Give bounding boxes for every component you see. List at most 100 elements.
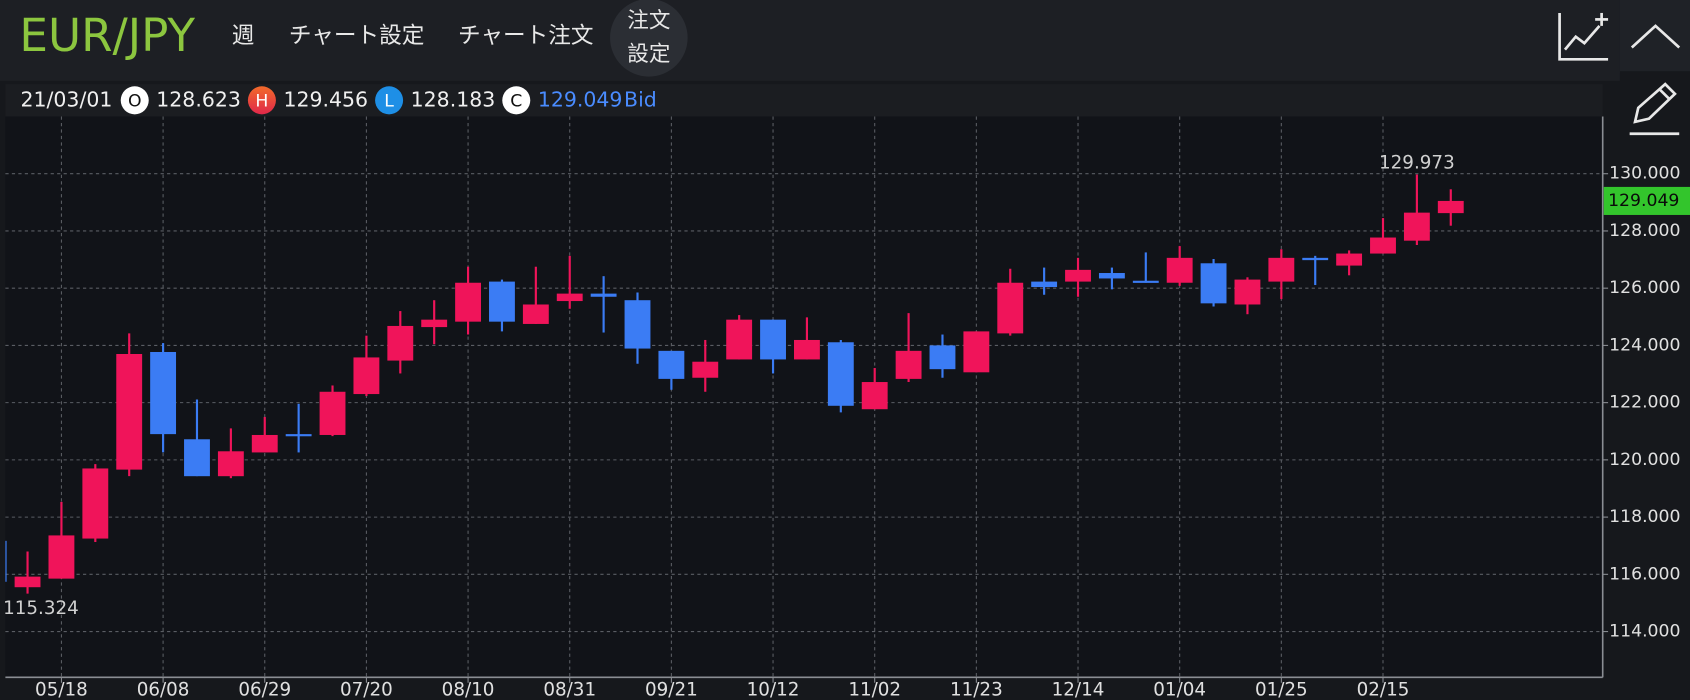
candle-body [963, 331, 990, 373]
price-side: Bid [624, 87, 657, 111]
chart-settings-button[interactable]: チャート設定 [289, 23, 424, 49]
candle-body [455, 282, 482, 322]
candle-body [489, 281, 515, 322]
y-tick-label: 118.000 [1609, 507, 1680, 527]
y-tick-label: 130.000 [1609, 164, 1680, 184]
ohlc-badge [247, 86, 276, 115]
candle-body [5, 540, 7, 582]
ohlc-value: 128.183 [411, 87, 496, 111]
candle-body [895, 350, 922, 379]
symbol[interactable]: EUR/JPY [19, 9, 195, 62]
candle-body [827, 342, 854, 406]
info-date: 21/03/01 [20, 87, 112, 111]
y-tick-label: 128.000 [1609, 221, 1680, 241]
indicator-icon[interactable] [1558, 12, 1609, 61]
candle-body [929, 345, 956, 370]
ohlc-value: 128.623 [156, 87, 241, 111]
ohlc-letter: O [128, 91, 142, 111]
candle-body [1437, 200, 1464, 214]
ohlc-value: 129.456 [283, 87, 368, 111]
y-tick-label: 124.000 [1609, 335, 1680, 355]
candle-body [150, 351, 177, 435]
ohlc-badge [502, 86, 531, 115]
candle-body [726, 319, 753, 360]
candle-body [421, 319, 448, 328]
chart-order-button[interactable]: チャート注文 [458, 23, 593, 49]
chevron-up-icon [1630, 24, 1681, 49]
ohlc-info: 21/03/01 O 128.623 H 129.456 L 128.183 C 129.049… [20, 86, 657, 115]
x-tick-label: 10/12 [747, 679, 800, 700]
x-tick-label: 09/21 [645, 679, 698, 700]
order-settings-line: 注文 [627, 9, 670, 34]
info-bar [5, 84, 1603, 117]
draw-button[interactable] [1619, 73, 1690, 143]
axes: 114.000 116.000 118.000 120.000 122.000 124.0… [3, 153, 1690, 700]
x-tick-label: 01/25 [1255, 679, 1308, 700]
candle-body [116, 353, 143, 470]
grid [5, 116, 1603, 678]
candle-body [1065, 269, 1091, 282]
x-tick-label: 11/23 [950, 679, 1003, 700]
candle-body [556, 293, 583, 302]
x-tick-label: 06/08 [137, 679, 190, 700]
x-tick-label: 07/20 [340, 679, 393, 700]
high-annotation: 129.973 [1379, 153, 1455, 174]
candle-body [1200, 263, 1227, 304]
price-tag [1603, 186, 1690, 215]
header-bar [0, 0, 1620, 81]
pencil-icon [1629, 82, 1680, 136]
price-tag-label: 129.049 [1608, 191, 1679, 211]
candle-body [48, 535, 75, 579]
candle-body [692, 361, 719, 378]
candle-body [184, 439, 210, 477]
x-tick-label: 06/29 [238, 679, 291, 700]
collapse-button[interactable] [1619, 0, 1690, 72]
candle-body [658, 350, 685, 379]
candle-body [1166, 257, 1193, 283]
x-tick-label: 12/14 [1052, 679, 1105, 700]
ohlc-value: 129.049 [538, 87, 623, 111]
candle-body [1403, 212, 1430, 241]
candle-body [1268, 257, 1295, 282]
candle-body [1031, 281, 1058, 288]
candle-body [1302, 257, 1329, 261]
x-tick-label: 01/04 [1153, 679, 1206, 700]
plot-area [5, 116, 1603, 678]
candle-body [760, 319, 786, 360]
ohlc-letter: H [255, 91, 268, 111]
candle-body [353, 357, 380, 395]
candle-body [1370, 237, 1396, 254]
x-tick-label: 11/02 [848, 679, 901, 700]
ohlc-letter: L [384, 91, 394, 111]
ohlc-letter: C [510, 91, 522, 111]
x-tick-label: 08/31 [543, 679, 596, 700]
candle-body [1132, 280, 1159, 283]
candle-body [861, 382, 888, 410]
x-tick-label: 08/10 [442, 679, 495, 700]
candle-body [1234, 279, 1261, 305]
candle-body [997, 282, 1024, 334]
candle-body [82, 468, 109, 539]
candle-body [1098, 273, 1125, 279]
y-tick-label: 120.000 [1609, 450, 1680, 470]
candle-body [217, 451, 244, 477]
candle-body [624, 300, 651, 349]
candles [5, 174, 1464, 594]
ohlc-badge [375, 86, 404, 115]
candle-body [14, 576, 41, 588]
y-tick-label: 126.000 [1609, 278, 1680, 298]
y-tick-label: 116.000 [1609, 564, 1680, 584]
period-button[interactable]: 週 [232, 23, 255, 49]
candle-body [793, 339, 820, 360]
candle-body [522, 304, 549, 324]
y-tick-label: 122.000 [1609, 393, 1680, 413]
candle-body [387, 325, 414, 361]
candle-body [1336, 253, 1363, 266]
order-settings-button[interactable] [610, 0, 688, 77]
candle-body [285, 434, 312, 437]
candle-body [319, 391, 346, 435]
y-tick-label: 114.000 [1609, 622, 1680, 642]
x-tick-label: 02/15 [1357, 679, 1410, 700]
